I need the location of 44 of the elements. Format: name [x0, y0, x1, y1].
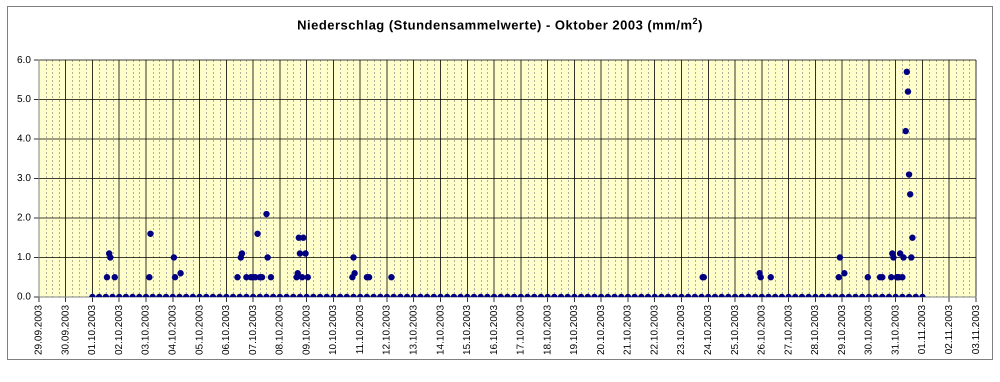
x-tick-label: 29.09.2003 — [34, 304, 45, 356]
x-tick-label: 13.10.2003 — [408, 304, 420, 356]
x-tick-label: 29.10.2003 — [836, 304, 848, 356]
x-tick-label: 21.10.2003 — [622, 304, 634, 356]
x-tick-label: 24.10.2003 — [703, 304, 714, 356]
x-tick-label: 19.10.2003 — [569, 304, 580, 356]
x-tick-label: 25.10.2003 — [730, 304, 741, 356]
x-tick-label: 30.09.2003 — [60, 304, 72, 356]
x-tick-label: 30.10.2003 — [864, 304, 875, 356]
y-tick-label: 6.0 — [16, 54, 32, 66]
x-tick-label: 27.10.2003 — [783, 304, 794, 356]
x-tick-label: 20.10.2003 — [596, 304, 607, 356]
x-tick-label: 07.10.2003 — [248, 304, 259, 356]
y-tick-label: 3.0 — [16, 173, 32, 184]
x-tick-label: 10.10.2003 — [328, 304, 340, 356]
x-tick-label: 05.10.2003 — [194, 304, 206, 356]
x-tick-label: 15.10.2003 — [462, 304, 474, 356]
x-tick-label: 16.10.2003 — [488, 304, 500, 356]
y-tick-label: 5.0 — [16, 94, 32, 106]
x-tick-label: 18.10.2003 — [542, 304, 554, 356]
y-tick-label: 2.0 — [16, 212, 32, 224]
x-tick-label: 08.10.2003 — [274, 304, 286, 356]
y-tick-label: 4.0 — [16, 134, 32, 145]
x-tick-label: 02.10.2003 — [114, 304, 125, 356]
x-tick-label: 04.10.2003 — [168, 304, 179, 356]
x-tick-label: 11.10.2003 — [354, 304, 366, 354]
chart-title: Niederschlag (Stundensammelwerte) - Oktober 2003 (mm/m$^{2}$) — [296, 16, 704, 32]
x-tick-label: 01.11.2003 — [917, 304, 928, 354]
x-tick-label: 02.11.2003 — [944, 304, 955, 354]
y-tick-label: 1.0 — [16, 252, 32, 264]
x-tick-label: 03.11.2003 — [970, 304, 982, 354]
x-tick-label: 06.10.2003 — [221, 304, 232, 356]
x-tick-label: 28.10.2003 — [810, 304, 822, 356]
x-tick-label: 09.10.2003 — [301, 304, 312, 356]
y-tick-label: 0.0 — [16, 292, 32, 303]
x-tick-label: 12.10.2003 — [382, 304, 393, 356]
x-tick-label: 22.10.2003 — [649, 304, 660, 356]
x-tick-label: 14.10.2003 — [435, 304, 446, 356]
x-tick-label: 01.10.2003 — [87, 304, 98, 356]
x-tick-label: 23.10.2003 — [676, 304, 688, 356]
x-tick-label: 03.10.2003 — [140, 304, 152, 356]
x-tick-label: 26.10.2003 — [756, 304, 768, 356]
x-tick-label: 17.10.2003 — [516, 304, 527, 356]
x-tick-label: 31.10.2003 — [890, 304, 902, 356]
